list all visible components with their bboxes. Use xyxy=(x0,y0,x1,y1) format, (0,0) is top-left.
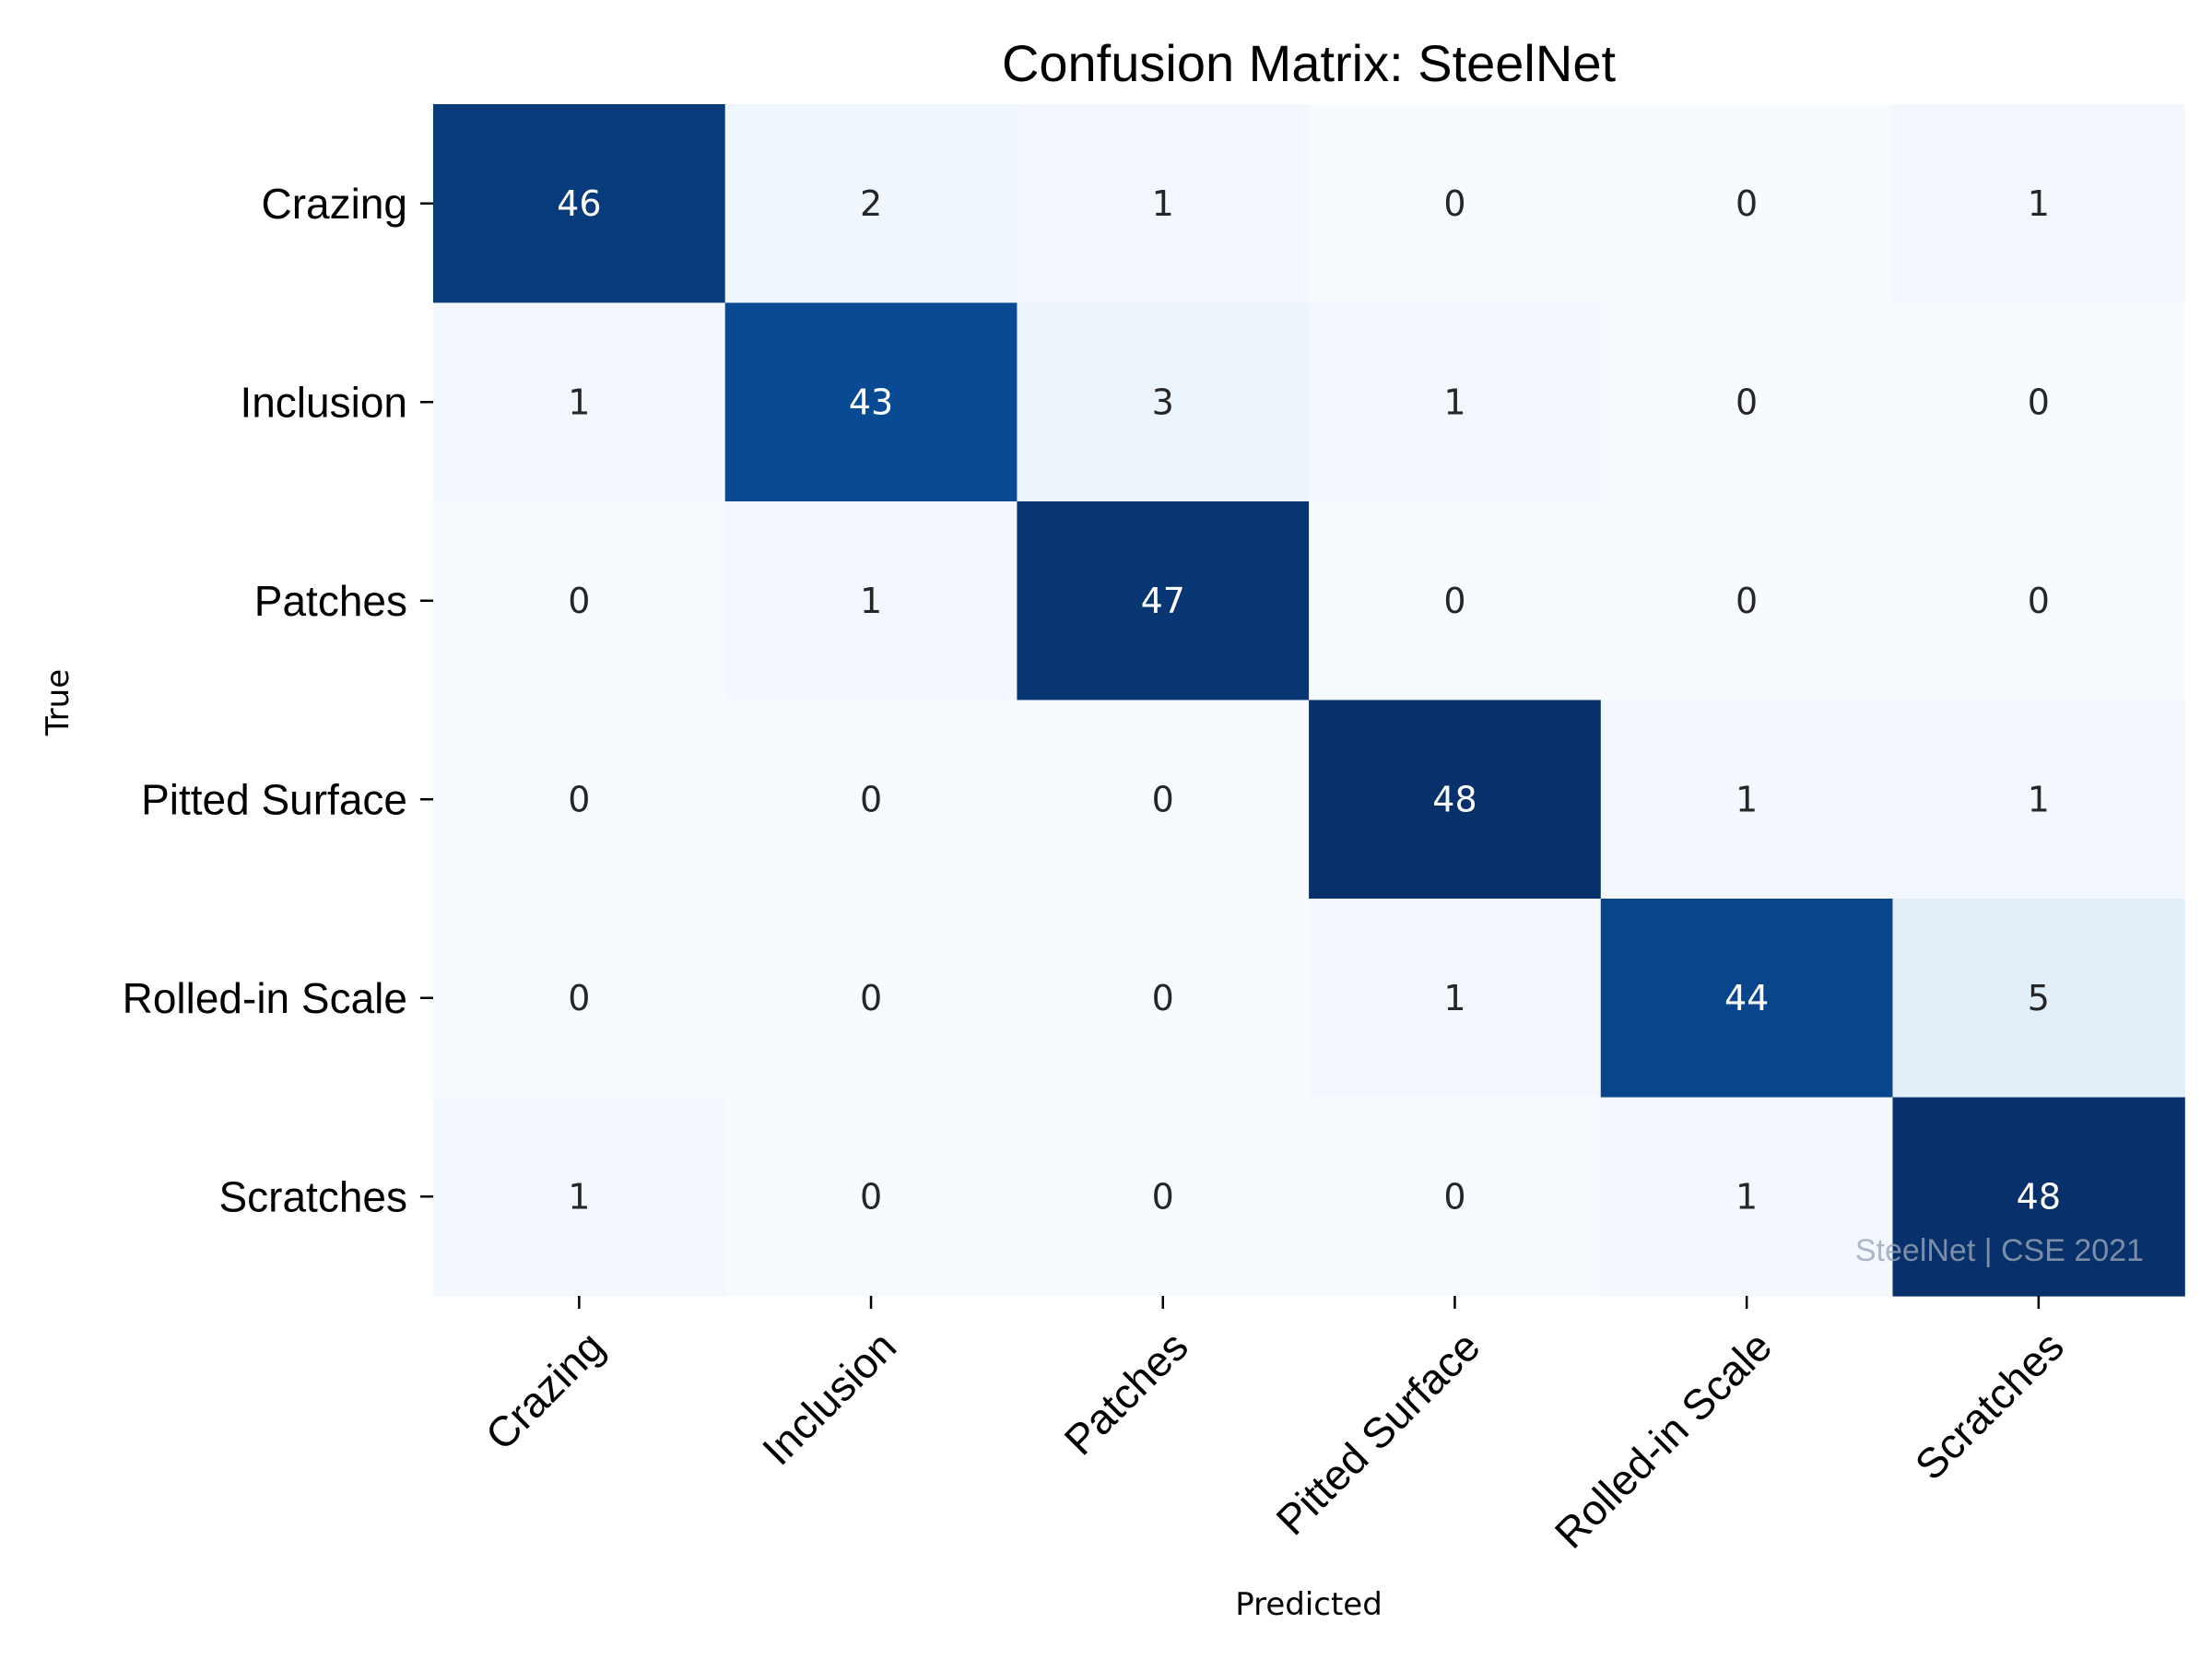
heatmap-cell xyxy=(433,501,726,701)
heatmap-cell xyxy=(1892,899,2185,1099)
heatmap-cell-label: 0 xyxy=(568,978,590,1018)
y-tick-label: Crazing xyxy=(261,180,407,228)
heatmap-cell xyxy=(1892,1097,2185,1297)
y-tick-label: Pitted Surface xyxy=(141,775,407,823)
watermark-text: SteelNet | CSE 2021 xyxy=(1855,1233,2144,1268)
heatmap-cell-label: 0 xyxy=(1152,1176,1174,1217)
heatmap-cell-label: 0 xyxy=(1735,382,1758,422)
heatmap-cell-label: 1 xyxy=(2028,183,2050,224)
heatmap-cell-label: 5 xyxy=(2028,978,2050,1018)
heatmap-cell xyxy=(1309,302,1602,502)
heatmap-cell xyxy=(724,899,1018,1099)
heatmap-cell-label: 1 xyxy=(1443,978,1465,1018)
heatmap-cell xyxy=(1600,700,1894,900)
heatmap-cell xyxy=(1600,302,1894,502)
heatmap-cell-label: 0 xyxy=(1443,1176,1465,1217)
heatmap-cell xyxy=(433,104,726,304)
heatmap-cell xyxy=(1892,700,2185,900)
heatmap-cell-label: 0 xyxy=(2028,581,2050,621)
heatmap-cell-label: 1 xyxy=(568,1176,590,1217)
heatmap-cell-label: 48 xyxy=(1432,779,1477,819)
x-axis-label: Predicted xyxy=(1235,1586,1382,1623)
x-tick-label: Inclusion xyxy=(753,1322,905,1474)
heatmap-cell xyxy=(1017,700,1310,900)
heatmap-cell xyxy=(1309,501,1602,701)
heatmap-cell xyxy=(1600,104,1894,304)
heatmap-cell-label: 3 xyxy=(1152,382,1174,422)
heatmap-cell xyxy=(1600,501,1894,701)
heatmap-cell-label: 44 xyxy=(1724,978,1769,1018)
heatmap-cell xyxy=(724,1097,1018,1297)
heatmap-cell-label: 1 xyxy=(1735,779,1758,819)
heatmap-cell-label: 46 xyxy=(557,183,601,224)
heatmap-cell xyxy=(433,1097,726,1297)
heatmap-cells xyxy=(433,104,2185,1297)
heatmap-cell xyxy=(1892,501,2185,701)
y-axis-ticks: Crazing Inclusion Patches Pitted Surface Rol… xyxy=(123,180,433,1220)
heatmap-cell xyxy=(1309,1097,1602,1297)
heatmap-cell xyxy=(1600,1097,1894,1297)
x-tick-label: Rolled-in Scale xyxy=(1546,1322,1782,1558)
heatmap-cell-label: 1 xyxy=(568,382,590,422)
heatmap-cell-label: 0 xyxy=(860,978,882,1018)
y-axis-label: True xyxy=(40,669,76,736)
heatmap-cell xyxy=(1017,899,1310,1099)
heatmap-cell-label: 47 xyxy=(1141,581,1185,621)
heatmap-cell xyxy=(1017,501,1310,701)
heatmap-cell-labels: 46 2 1 0 0 1 1 43 3 1 0 0 0 1 47 0 0 0 0 0 0 48 1 1 0 0 0 1 44 5 1 0 0 0 1… xyxy=(557,183,2061,1218)
heatmap-cell-label: 43 xyxy=(849,382,893,422)
heatmap-cell-label: 0 xyxy=(860,1176,882,1217)
heatmap-cell-label: 0 xyxy=(1443,183,1465,224)
heatmap-cell xyxy=(1017,302,1310,502)
heatmap-cell xyxy=(724,302,1018,502)
heatmap-cell-label: 1 xyxy=(1152,183,1174,224)
y-tick-label: Patches xyxy=(254,577,407,625)
heatmap-cell-label: 0 xyxy=(2028,382,2050,422)
heatmap-cell-label: 0 xyxy=(568,581,590,621)
x-tick-label: Pitted Surface xyxy=(1266,1322,1488,1544)
x-axis-ticks: Crazing Inclusion Patches Pitted Surface Rol… xyxy=(477,1296,2073,1558)
heatmap-cell-label: 2 xyxy=(860,183,882,224)
heatmap-cell-label: 1 xyxy=(1443,382,1465,422)
heatmap-cell xyxy=(433,899,726,1099)
heatmap-cell-label: 0 xyxy=(1152,779,1174,819)
heatmap-cell xyxy=(1017,1097,1310,1297)
chart-title: Confusion Matrix: SteelNet xyxy=(1002,34,1617,92)
heatmap-cell-label: 1 xyxy=(860,581,882,621)
heatmap-cell-label: 1 xyxy=(2028,779,2050,819)
heatmap-cell xyxy=(1017,104,1310,304)
heatmap-cell xyxy=(1600,899,1894,1099)
x-tick-label: Crazing xyxy=(477,1322,614,1459)
x-tick-label: Scratches xyxy=(1906,1322,2073,1488)
heatmap-cell xyxy=(724,104,1018,304)
heatmap-cell-label: 0 xyxy=(860,779,882,819)
y-tick-label: Inclusion xyxy=(240,378,407,426)
heatmap-cell-label: 0 xyxy=(568,779,590,819)
heatmap-cell-label: 48 xyxy=(2017,1176,2061,1217)
heatmap-cell xyxy=(724,501,1018,701)
heatmap-cell xyxy=(1309,899,1602,1099)
heatmap-cell xyxy=(1892,104,2185,304)
heatmap-cell xyxy=(1309,700,1602,900)
heatmap-cell xyxy=(433,302,726,502)
heatmap-cell-label: 0 xyxy=(1735,183,1758,224)
heatmap-cell xyxy=(433,700,726,900)
y-tick-label: Rolled-in Scale xyxy=(123,974,407,1022)
y-tick-label: Scratches xyxy=(218,1172,407,1220)
x-tick-label: Patches xyxy=(1055,1322,1197,1464)
heatmap-cell xyxy=(1309,104,1602,304)
heatmap-cell xyxy=(724,700,1018,900)
heatmap-cell-label: 0 xyxy=(1443,581,1465,621)
heatmap-cell-label: 1 xyxy=(1735,1176,1758,1217)
heatmap-cell-label: 0 xyxy=(1735,581,1758,621)
heatmap-cell-label: 0 xyxy=(1152,978,1174,1018)
heatmap-cell xyxy=(1892,302,2185,502)
